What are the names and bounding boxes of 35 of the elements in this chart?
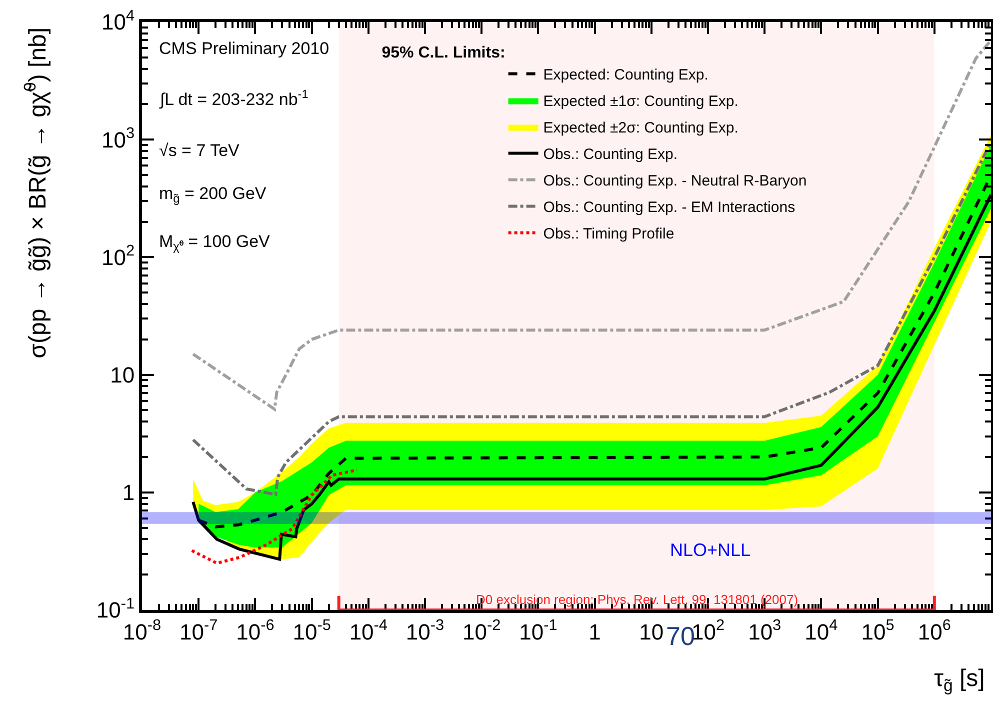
legend-label: Obs.: Counting Exp.: [543, 146, 678, 164]
x-tick-label: 10$^{6}$: [918, 617, 951, 644]
legend-label: Expected: Counting Exp.: [543, 66, 708, 84]
legend-title: 95% C.L. Limits:: [382, 44, 506, 62]
x-tick-label: 10$^{3}$: [748, 617, 782, 644]
annotation: ∫L dt = 203-232 nb$^{-1}$: [159, 87, 309, 110]
legend-label: Expected ±1σ: Counting Exp.: [543, 93, 738, 110]
y-tick-label: 10$^{4}$: [102, 7, 136, 35]
text: 70: [666, 621, 695, 651]
annotation: √s = 7 TeV: [159, 141, 240, 160]
x-tick-label: 1: [588, 619, 601, 644]
x-tick-label: 10$^{-5}$: [292, 617, 331, 644]
x-tick-label: 10: [639, 619, 664, 644]
x-tick-label: 10$^{5}$: [861, 617, 894, 644]
legend-label: Obs.: Timing Profile: [543, 226, 674, 243]
x-tick-label: 10$^{4}$: [804, 617, 838, 644]
y-tick-label: 10$^{2}$: [102, 242, 135, 270]
x-tick-label: 10$^{-2}$: [462, 617, 501, 644]
annotation: CMS Preliminary 2010: [159, 39, 330, 58]
legend-label: Obs.: Counting Exp. - EM Interactions: [543, 199, 796, 216]
legend-label: Expected ±2σ: Counting Exp.: [543, 120, 738, 137]
x-tick-label: 10$^{-7}$: [180, 617, 218, 644]
legend-label: Obs.: Counting Exp. - Neutral R-Baryon: [543, 172, 807, 190]
x-tick-label: 10$^{-1}$: [519, 617, 558, 644]
x-tick-label: 10$^{-4}$: [349, 617, 388, 644]
band-label: NLO+NLL: [670, 540, 751, 560]
x-axis-title: τ$_{g̃}$ [s]: [934, 665, 985, 696]
y-tick-label: 10$^{3}$: [102, 125, 135, 152]
x-tick-label: 10$^{-6}$: [236, 617, 274, 644]
band-label: D0 exclusion region: Phys. Rev. Lett. 99, 131801 (2007): [476, 592, 798, 607]
x-tick-label: 10$^{-3}$: [406, 617, 444, 644]
annotation: M$_{χ̃⁰}$ = 100 GeV: [159, 232, 271, 254]
y-tick-label: 10: [110, 362, 135, 388]
y-tick-label: 1: [122, 480, 135, 506]
annotation: m$_{g̃}$ = 200 GeV: [159, 184, 267, 206]
